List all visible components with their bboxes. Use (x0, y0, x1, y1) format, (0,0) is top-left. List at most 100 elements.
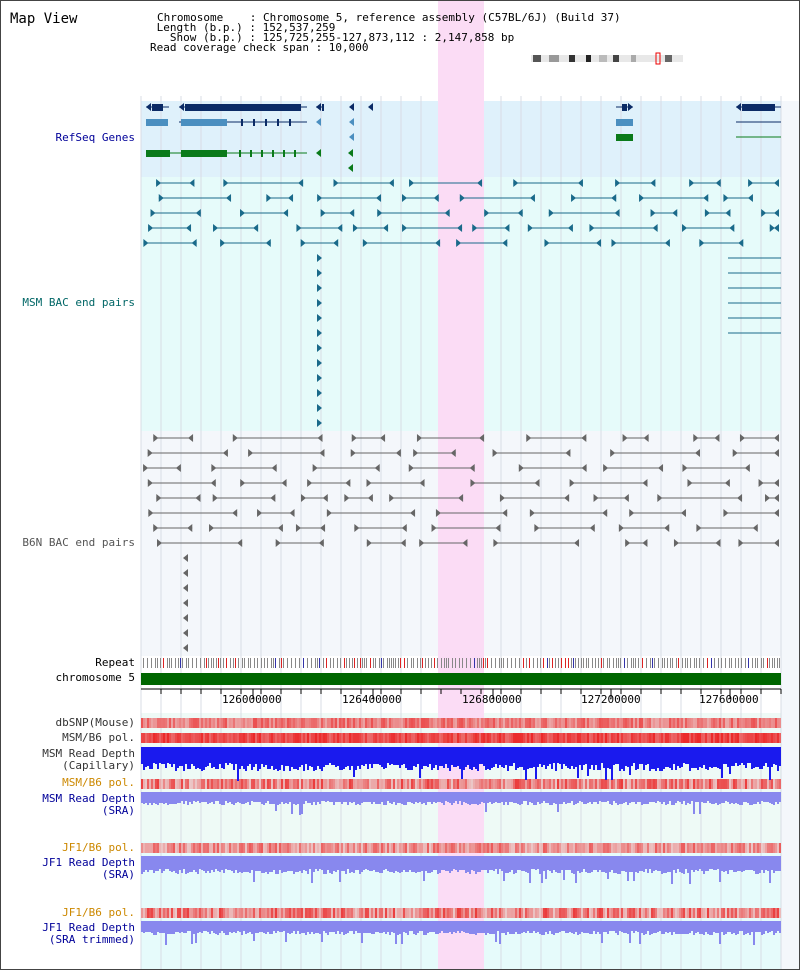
jf1-b6-pol-heat-mark (467, 843, 469, 853)
jf1-depth-sra-bar (527, 856, 529, 873)
jf1-b6-pol-heat-mark (215, 908, 217, 918)
jf1-b6-pol-heat-mark (349, 908, 351, 918)
track-label-jf1-depth-sra[interactable]: JF1 Read Depth (42, 856, 135, 869)
jf1-b6-pol-heat-mark (771, 843, 773, 853)
jf1-b6-pol-heat-mark (373, 908, 375, 918)
msm-b6-pol-heat-mark (499, 779, 501, 789)
jf1-depth-trimmed-bar (403, 921, 405, 932)
jf1-depth-sra-bar (351, 856, 353, 872)
msm-depth-capillary-bar (453, 747, 455, 767)
msm-b6-pol-heat-mark (569, 733, 571, 743)
track-label-msm-b6-pol-2[interactable]: MSM/B6 pol. (62, 776, 135, 789)
track-label-msm-depth-sra[interactable]: MSM Read Depth (42, 792, 135, 805)
jf1-b6-pol-heat-mark (473, 908, 475, 918)
msm-depth-capillary-bar (575, 747, 577, 767)
jf1-b6-pol-heat-mark (637, 908, 639, 918)
msm-b6-pol-heat-mark (197, 733, 199, 743)
track-label-refseq[interactable]: RefSeq Genes (55, 131, 135, 144)
feature-arrow (479, 434, 485, 442)
msm-b6-pol-heat-mark (153, 733, 155, 743)
msm-depth-sra-bar (143, 792, 145, 804)
msm-depth-capillary-bar (735, 747, 737, 763)
msm-b6-pol-heat-mark (757, 779, 759, 789)
track-label-jf1-b6-pol-1[interactable]: JF1/B6 pol. (62, 841, 135, 854)
jf1-b6-pol-heat-mark (593, 843, 595, 853)
jf1-b6-pol-heat-mark (353, 908, 355, 918)
msm-b6-pol-heat-mark (211, 733, 213, 743)
jf1-b6-pol-heat-mark (143, 908, 145, 918)
dbsnp-heat-mark (623, 718, 625, 728)
jf1-b6-pol-heat-mark (231, 843, 233, 853)
msm-b6-pol-heat-mark (589, 779, 591, 789)
track-label-jf1-b6-pol-2[interactable]: JF1/B6 pol. (62, 906, 135, 919)
msm-b6-pol-heat-mark (639, 733, 641, 743)
jf1-b6-pol-heat-mark (567, 908, 569, 918)
msm-b6-pol-heat-mark (161, 779, 163, 789)
msm-b6-pol-heat-mark (777, 779, 779, 789)
jf1-depth-trimmed-bar (519, 921, 521, 934)
msm-depth-sra-bar (455, 792, 457, 801)
msm-b6-pol-heat-mark (535, 779, 537, 789)
msm-depth-sra-bar (747, 792, 749, 803)
msm-depth-capillary-bar (677, 747, 679, 766)
jf1-depth-trimmed-bar (241, 921, 243, 935)
msm-b6-pol-heat-mark (529, 779, 531, 789)
repeat-mark (748, 658, 749, 668)
track-label-msm-b6-pol-1[interactable]: MSM/B6 pol. (62, 731, 135, 744)
track-label-b6n-bac[interactable]: B6N BAC end pairs (22, 536, 135, 549)
dbsnp-heat-mark (721, 718, 723, 728)
track-label-msm-depth-capillary[interactable]: MSM Read Depth (42, 747, 135, 760)
track-label-msm-bac[interactable]: MSM BAC end pairs (22, 296, 135, 309)
msm-depth-sra-bar (237, 792, 239, 802)
msm-depth-sra-bar (399, 792, 401, 803)
dbsnp-heat-mark (377, 718, 379, 728)
msm-b6-pol-heat-mark (593, 733, 595, 743)
jf1-b6-pol-heat-mark (693, 843, 695, 853)
dbsnp-heat-mark (685, 718, 687, 728)
jf1-depth-sra-bar (473, 856, 475, 871)
jf1-b6-pol-heat-mark (407, 908, 409, 918)
feature-arrow (593, 494, 599, 502)
dbsnp-heat-mark (169, 718, 171, 728)
dbsnp-heat-mark (503, 718, 505, 728)
feature-arrow (652, 224, 658, 232)
jf1-depth-trimmed-bar (465, 921, 467, 933)
dbsnp-heat-mark (613, 718, 615, 728)
track-label-jf1-depth-trimmed[interactable]: JF1 Read Depth (42, 921, 135, 934)
dbsnp-heat-mark (577, 718, 579, 728)
msm-b6-pol-heat-mark (505, 779, 507, 789)
dbsnp-heat-mark (381, 718, 383, 728)
jf1-depth-trimmed-bar (553, 921, 555, 935)
jf1-depth-trimmed-bar (163, 921, 165, 933)
jf1-depth-sra-bar (561, 856, 563, 870)
track-label-dbsnp[interactable]: dbSNP(Mouse) (55, 716, 135, 729)
repeat-mark (182, 658, 183, 668)
b6n-bac-end (183, 584, 188, 592)
dbsnp-heat-mark (591, 718, 593, 728)
jf1-depth-sra-bar (505, 856, 507, 873)
jf1-b6-pol-heat-mark (257, 843, 259, 853)
msm-depth-sra-bar (587, 792, 589, 803)
msm-depth-capillary-bar (203, 747, 205, 770)
msm-b6-pol-heat-mark (625, 779, 627, 789)
jf1-b6-pol-heat-mark (169, 908, 171, 918)
jf1-b6-pol-heat-mark (279, 908, 281, 918)
jf1-b6-pol-heat-mark (347, 843, 349, 853)
msm-b6-pol-heat-mark (301, 779, 303, 789)
jf1-depth-sra-bar (533, 856, 535, 869)
dbsnp-heat-mark (293, 718, 295, 728)
dbsnp-heat-mark (233, 718, 235, 728)
msm-depth-capillary-bar (381, 747, 383, 767)
jf1-depth-sra-bar (775, 856, 777, 871)
repeat-mark (718, 658, 719, 668)
feature-arrow (367, 494, 373, 502)
jf1-b6-pol-heat-mark (313, 843, 315, 853)
msm-b6-pol-heat-mark (609, 733, 611, 743)
dbsnp-heat-mark (397, 718, 399, 728)
msm-b6-pol-heat-mark (299, 779, 301, 789)
feature-arrow (650, 179, 656, 187)
msm-b6-pol-heat-mark (509, 733, 511, 743)
msm-depth-sra-bar (527, 792, 529, 805)
jf1-depth-trimmed-bar (249, 921, 251, 932)
